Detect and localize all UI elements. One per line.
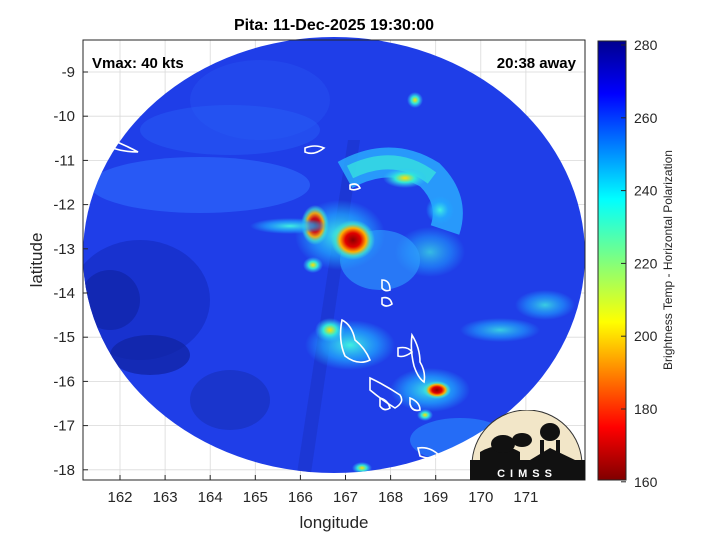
y-tick-label: -10 bbox=[53, 108, 75, 125]
logo-text: CIMSS bbox=[497, 468, 557, 480]
x-tick-label: 166 bbox=[288, 489, 313, 506]
time-away-label: 20:38 away bbox=[497, 55, 577, 72]
colorbar-label: Brightness Temp - Horizontal Polarizatio… bbox=[661, 150, 675, 370]
y-tick-label: -18 bbox=[53, 462, 75, 479]
colorbar-tick-label: 180 bbox=[634, 401, 658, 417]
colorbar-tick-label: 240 bbox=[634, 183, 658, 199]
colorbar-ticks: 280 260 240 220 200 180 160 bbox=[621, 37, 658, 490]
colorbar bbox=[597, 40, 627, 481]
x-tick-label: 169 bbox=[423, 489, 448, 506]
y-tick-label: -9 bbox=[62, 64, 75, 81]
x-tick-label: 170 bbox=[468, 489, 493, 506]
x-tick-label: 165 bbox=[243, 489, 268, 506]
x-tick-label: 167 bbox=[333, 489, 358, 506]
y-tick-label: -15 bbox=[53, 329, 75, 346]
y-tick-label: -11 bbox=[54, 152, 75, 169]
colorbar-tick-label: 280 bbox=[634, 37, 658, 53]
colorbar-tick-label: 220 bbox=[634, 255, 658, 271]
figure-title: Pita: 11-Dec-2025 19:30:00 bbox=[234, 17, 434, 34]
x-tick-label: 164 bbox=[198, 489, 223, 506]
y-tick-label: -16 bbox=[53, 373, 75, 390]
vmax-label: Vmax: 40 kts bbox=[92, 55, 184, 72]
coastlines bbox=[83, 89, 442, 459]
y-tick-label: -14 bbox=[53, 285, 75, 302]
y-axis-ticks: -9 -10 -11 -12 -13 -14 -15 -16 -17 -18 bbox=[53, 64, 88, 479]
y-tick-label: -13 bbox=[53, 241, 75, 258]
x-tick-label: 171 bbox=[513, 489, 538, 506]
x-axis-label: longitude bbox=[299, 513, 368, 532]
brightness-temp-swath bbox=[83, 37, 585, 473]
x-axis-ticks: 162 163 164 165 166 167 168 169 170 171 bbox=[107, 475, 538, 506]
colorbar-tick-label: 260 bbox=[634, 110, 658, 126]
cimss-logo: CIMSS bbox=[470, 410, 585, 480]
x-tick-label: 168 bbox=[378, 489, 403, 506]
x-tick-label: 162 bbox=[107, 489, 132, 506]
x-tick-label: 163 bbox=[153, 489, 178, 506]
plot-border bbox=[82, 39, 586, 481]
colorbar-tick-label: 200 bbox=[634, 328, 658, 344]
y-axis-label: latitude bbox=[27, 233, 46, 288]
colorbar-tick-label: 160 bbox=[634, 474, 658, 490]
y-tick-label: -12 bbox=[53, 197, 75, 214]
y-tick-label: -17 bbox=[53, 418, 75, 435]
